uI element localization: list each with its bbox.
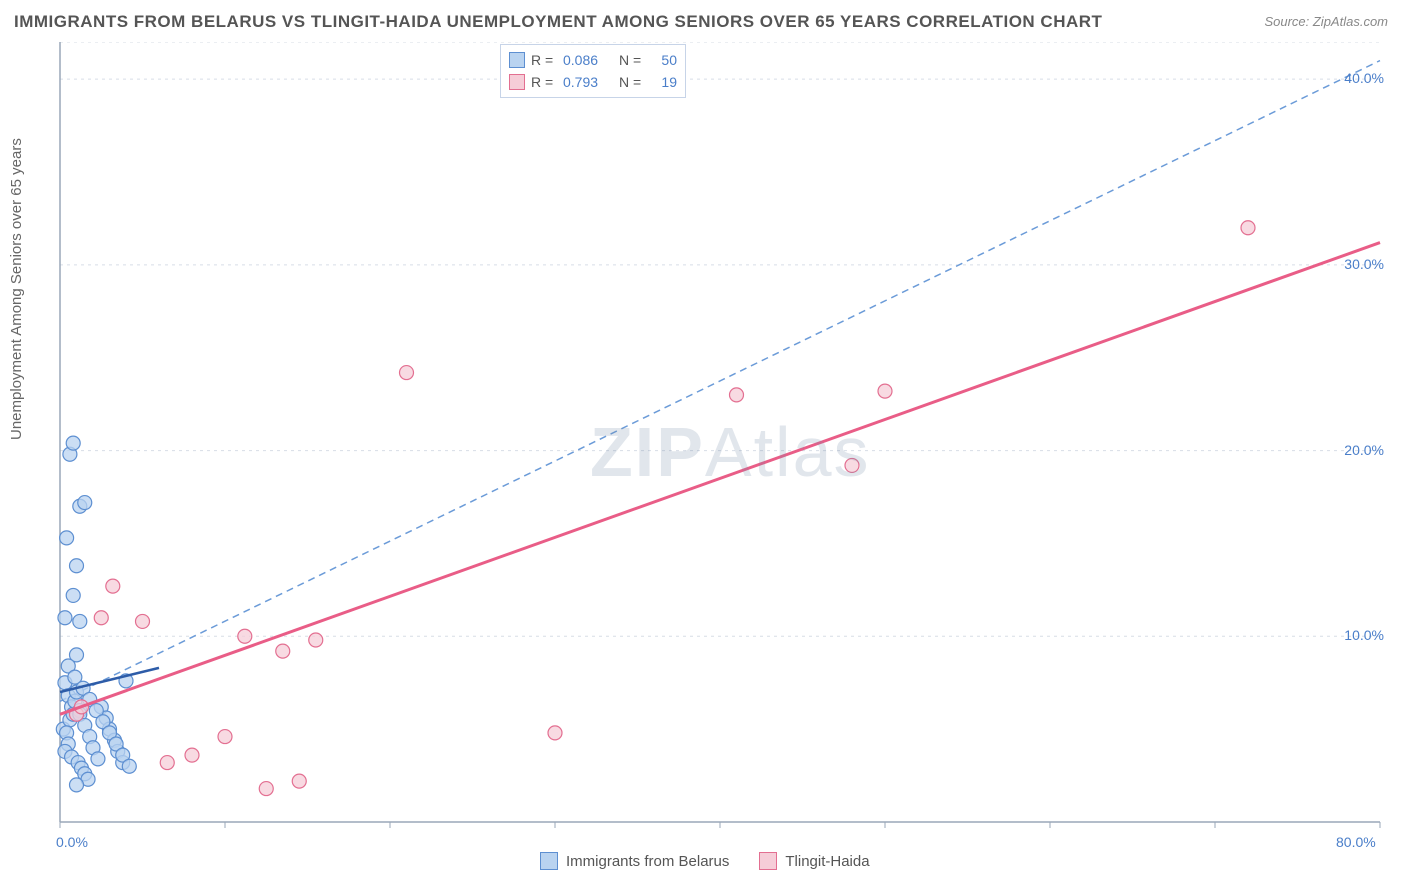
- y-axis-label: Unemployment Among Seniors over 65 years: [8, 138, 25, 440]
- y-tick-label: 10.0%: [1344, 627, 1384, 643]
- legend-n-value: 19: [651, 71, 677, 93]
- y-tick-label: 40.0%: [1344, 70, 1384, 86]
- legend-r-value: 0.793: [563, 71, 613, 93]
- legend-stat-row: R = 0.793 N = 19: [509, 71, 677, 93]
- legend-n-value: 50: [651, 49, 677, 71]
- legend-swatch: [540, 852, 558, 870]
- legend-series-item: Tlingit-Haida: [759, 852, 869, 870]
- legend-r-label: R =: [531, 49, 557, 71]
- correlation-chart: ZIPAtlas R =0.086N =50R =0.793N =19 Immi…: [50, 42, 1390, 842]
- legend-swatch: [509, 52, 525, 68]
- y-tick-label: 30.0%: [1344, 256, 1384, 272]
- legend-series: Immigrants from Belarus Tlingit-Haida: [540, 852, 870, 870]
- y-tick-label: 20.0%: [1344, 442, 1384, 458]
- legend-series-label: Immigrants from Belarus: [566, 853, 729, 870]
- chart-svg: [50, 42, 1390, 832]
- legend-swatch: [509, 74, 525, 90]
- legend-stat-row: R = 0.086 N = 50: [509, 49, 677, 71]
- legend-r-label: R =: [531, 71, 557, 93]
- legend-series-item: Immigrants from Belarus: [540, 852, 729, 870]
- x-tick-label: 80.0%: [1336, 834, 1376, 850]
- page-title: IMMIGRANTS FROM BELARUS VS TLINGIT-HAIDA…: [14, 12, 1102, 32]
- legend-series-label: Tlingit-Haida: [785, 853, 869, 870]
- legend-r-value: 0.086: [563, 49, 613, 71]
- source-attribution: Source: ZipAtlas.com: [1264, 14, 1388, 29]
- legend-n-label: N =: [619, 71, 645, 93]
- legend-n-label: N =: [619, 49, 645, 71]
- legend-swatch: [759, 852, 777, 870]
- x-tick-label: 0.0%: [56, 834, 88, 850]
- legend-stats: R = 0.086 N = 50 R = 0.793 N = 19: [500, 44, 686, 98]
